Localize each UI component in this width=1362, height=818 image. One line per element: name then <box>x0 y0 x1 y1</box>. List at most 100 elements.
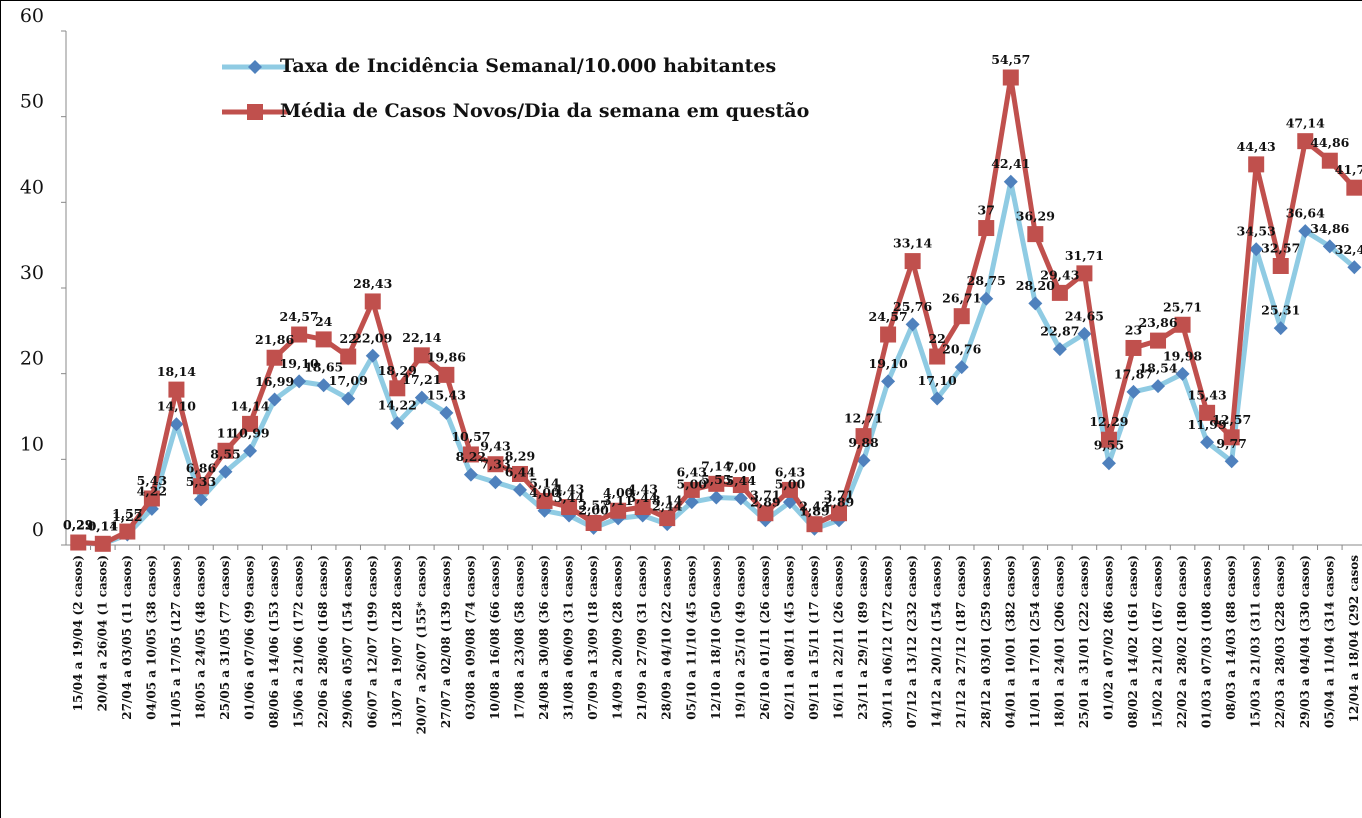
marker <box>94 535 111 552</box>
x-tick-label: 02/11 a 08/11 (45 casos) <box>782 555 796 720</box>
marker <box>683 481 700 498</box>
marker <box>881 374 896 389</box>
data-label: 9,88 <box>848 435 879 450</box>
marker <box>512 482 527 497</box>
x-tick-label: 23/11 a 29/11 (89 casos) <box>856 555 870 720</box>
marker <box>511 465 528 482</box>
data-label: 42,41 <box>991 156 1030 171</box>
marker <box>1174 316 1191 333</box>
marker <box>1028 296 1043 311</box>
data-label: 5,43 <box>137 473 167 488</box>
x-tick-label: 15/06 a 21/06 (172 casos) <box>292 555 306 728</box>
x-tick-label: 30/11 a 06/12 (172 casos) <box>881 555 895 728</box>
x-tick-label: 28/09 a 04/10 (22 casos) <box>660 555 674 720</box>
marker <box>390 416 405 431</box>
data-label: 1,57 <box>112 506 142 521</box>
data-label: 2,43 <box>799 499 829 514</box>
data-label: 24,65 <box>1065 308 1104 323</box>
data-label: 37 <box>978 203 995 218</box>
marker <box>217 442 234 459</box>
marker <box>70 534 87 551</box>
marker <box>1347 260 1362 275</box>
marker <box>488 475 503 490</box>
data-label: 54,57 <box>991 52 1030 67</box>
data-label: 2,57 <box>578 497 608 512</box>
data-label: 0,29 <box>63 517 93 532</box>
marker <box>193 492 208 507</box>
y-tick-label: 10 <box>20 433 44 455</box>
marker <box>1200 435 1215 450</box>
y-tick-label: 30 <box>20 262 44 284</box>
marker <box>1199 404 1216 421</box>
legend-label: Taxa de Incidência Semanal/10.000 habita… <box>280 55 776 77</box>
x-tick-label: 07/09 a 13/09 (18 casos) <box>586 555 600 720</box>
data-label: 2,89 <box>824 495 854 510</box>
marker <box>757 505 774 522</box>
series <box>71 174 1362 552</box>
data-label: 23,86 <box>1138 315 1177 330</box>
legend-marker <box>247 104 263 120</box>
x-tick-label: 03/08 a 09/08 (74 casos) <box>463 555 477 720</box>
marker <box>953 308 970 325</box>
marker <box>192 478 209 495</box>
x-tick-label: 12/04 a 18/04 (292 casos <box>1347 555 1361 723</box>
marker <box>954 360 969 375</box>
marker <box>1321 152 1338 169</box>
x-tick-label: 17/08 a 23/08 (58 casos) <box>512 555 526 720</box>
data-label: 24,57 <box>280 309 319 324</box>
data-label: 25,71 <box>1163 299 1202 314</box>
data-label: 21,86 <box>255 332 294 347</box>
marker <box>561 499 578 516</box>
marker <box>315 331 332 348</box>
data-label: 0,22 <box>63 518 93 533</box>
data-label: 14,14 <box>230 398 269 413</box>
data-label: 28,43 <box>353 276 392 291</box>
data-label: 3,44 <box>554 490 585 505</box>
marker <box>1223 429 1240 446</box>
data-label: 2,44 <box>652 499 683 514</box>
data-label: 5,33 <box>186 474 216 489</box>
data-label: 10,57 <box>451 429 490 444</box>
marker <box>143 490 160 507</box>
data-label: 44,43 <box>1237 139 1276 154</box>
data-label: 14,22 <box>378 398 417 413</box>
data-label: 18,65 <box>304 360 343 375</box>
x-tick-label: 29/06 a 05/07 (154 casos) <box>341 555 355 728</box>
x-tick-label: 14/12 a 20/12 (154 casos) <box>930 555 944 728</box>
data-label: 22 <box>928 331 945 346</box>
marker <box>635 508 650 523</box>
marker <box>292 374 307 389</box>
data-label: 18,54 <box>1138 361 1177 376</box>
y-tick-label: 40 <box>20 176 44 198</box>
data-label: 5,14 <box>529 475 560 490</box>
data-label: 12,71 <box>844 411 883 426</box>
marker <box>562 508 577 523</box>
x-tick-label: 20/07 a 26/07 (155* casos) <box>414 555 428 734</box>
x-tick-label: 29/03 a 04/04 (330 casos) <box>1298 555 1312 728</box>
marker <box>1027 226 1044 243</box>
x-tick-label: 08/06 a 14/06 (153 casos) <box>267 555 281 728</box>
data-label: 9,43 <box>480 439 510 454</box>
marker <box>1150 332 1167 349</box>
data-label: 12,29 <box>1089 414 1128 429</box>
marker <box>291 326 308 343</box>
x-tick-label: 26/10 a 01/11 (26 casos) <box>758 555 772 720</box>
data-label: 34,53 <box>1237 224 1276 239</box>
marker <box>364 293 381 310</box>
marker <box>732 477 749 494</box>
data-label: 3,14 <box>652 493 683 508</box>
marker <box>634 499 651 516</box>
marker <box>243 443 258 458</box>
data-label: 1,89 <box>799 503 829 518</box>
data-label: 4,43 <box>627 482 657 497</box>
x-tick-label: 07/12 a 13/12 (232 casos) <box>905 555 919 728</box>
marker <box>806 516 823 533</box>
marker <box>169 417 184 432</box>
marker <box>659 510 676 527</box>
data-label: 32,57 <box>1261 240 1300 255</box>
data-label: 5,00 <box>775 477 806 492</box>
data-label: 10,99 <box>230 425 269 440</box>
data-label: 6,86 <box>186 461 217 476</box>
data-label: 14,10 <box>157 399 196 414</box>
